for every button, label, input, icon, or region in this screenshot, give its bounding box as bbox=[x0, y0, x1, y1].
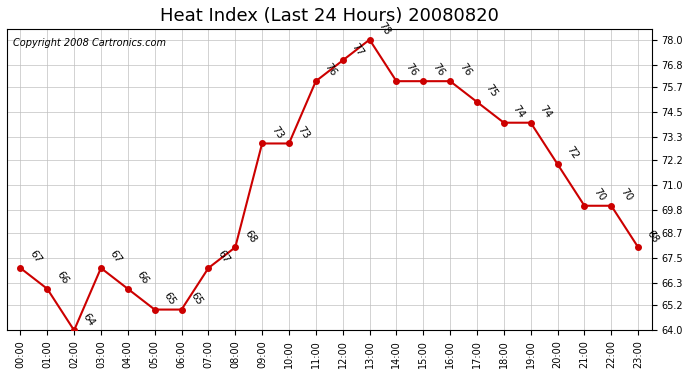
Text: 70: 70 bbox=[591, 186, 607, 203]
Text: 76: 76 bbox=[431, 62, 446, 78]
Text: 76: 76 bbox=[404, 62, 419, 78]
Text: 76: 76 bbox=[457, 62, 473, 78]
Text: 67: 67 bbox=[28, 249, 43, 265]
Text: 65: 65 bbox=[161, 290, 177, 307]
Text: 65: 65 bbox=[188, 290, 204, 307]
Text: 77: 77 bbox=[350, 41, 366, 58]
Text: 73: 73 bbox=[296, 124, 312, 141]
Text: 74: 74 bbox=[538, 104, 553, 120]
Text: Copyright 2008 Cartronics.com: Copyright 2008 Cartronics.com bbox=[13, 38, 166, 48]
Text: 70: 70 bbox=[618, 186, 634, 203]
Text: 66: 66 bbox=[55, 270, 70, 286]
Text: 64: 64 bbox=[81, 311, 97, 327]
Text: 75: 75 bbox=[484, 82, 500, 99]
Text: 67: 67 bbox=[108, 249, 124, 265]
Text: 74: 74 bbox=[511, 104, 526, 120]
Text: 68: 68 bbox=[645, 228, 661, 244]
Text: 66: 66 bbox=[135, 270, 150, 286]
Text: 73: 73 bbox=[269, 124, 285, 141]
Text: 78: 78 bbox=[377, 20, 393, 37]
Title: Heat Index (Last 24 Hours) 20080820: Heat Index (Last 24 Hours) 20080820 bbox=[160, 7, 499, 25]
Text: 67: 67 bbox=[215, 249, 231, 265]
Text: 68: 68 bbox=[242, 228, 258, 244]
Text: 72: 72 bbox=[564, 145, 580, 162]
Text: 76: 76 bbox=[323, 62, 339, 78]
